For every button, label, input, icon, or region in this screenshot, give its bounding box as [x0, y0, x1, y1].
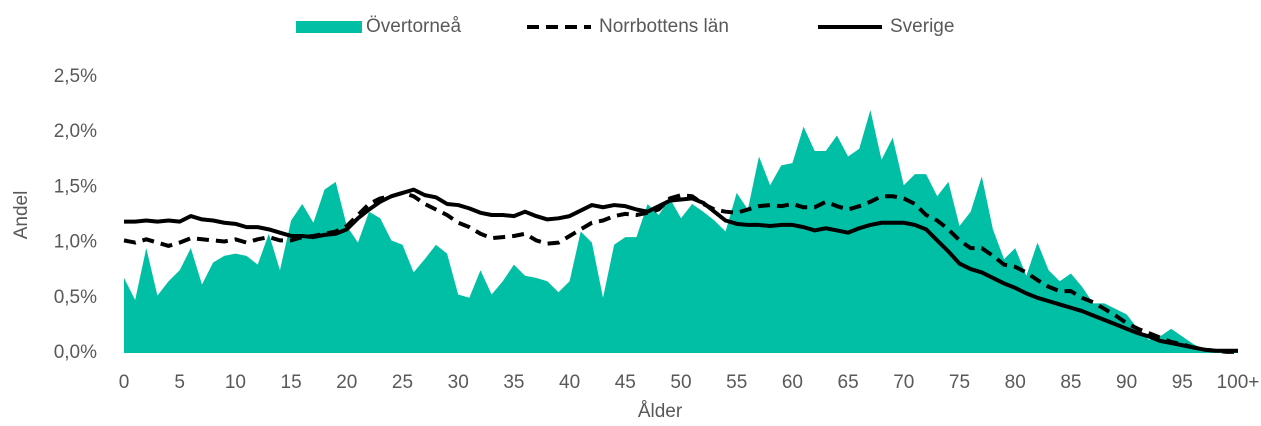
x-tick-label: 80	[1005, 372, 1026, 393]
legend-label: Sverige	[890, 16, 954, 37]
x-tick-label: 30	[448, 372, 469, 393]
x-axis-label: Ålder	[638, 401, 683, 422]
y-tick-label: 0,0%	[54, 342, 97, 363]
y-axis-label: Andel	[11, 191, 32, 240]
x-tick-label: 85	[1060, 372, 1081, 393]
x-tick-label: 95	[1172, 372, 1193, 393]
legend-swatch	[296, 21, 362, 33]
x-tick-label: 100+	[1217, 372, 1260, 393]
x-tick-label: 20	[336, 372, 357, 393]
x-tick-label: 10	[225, 372, 246, 393]
x-tick-label: 40	[559, 372, 580, 393]
x-tick-label: 75	[949, 372, 970, 393]
line	[124, 187, 1238, 353]
x-tick-label: 35	[503, 372, 524, 393]
legend-label: Norrbottens län	[599, 16, 729, 37]
y-tick-label: 2,5%	[54, 66, 97, 87]
x-tick-label: 65	[838, 372, 859, 393]
x-tick-label: 25	[392, 372, 413, 393]
y-tick-label: 0,5%	[54, 287, 97, 308]
x-tick-label: 45	[615, 372, 636, 393]
legend-label: Övertorneå	[366, 16, 461, 37]
x-tick-label: 50	[670, 372, 691, 393]
x-tick-label: 70	[893, 372, 914, 393]
y-tick-label: 2,0%	[54, 121, 97, 142]
area	[124, 110, 1238, 354]
x-tick-label: 0	[119, 372, 130, 393]
x-tick-label: 55	[726, 372, 747, 393]
x-tick-label: 90	[1116, 372, 1137, 393]
y-tick-label: 1,0%	[54, 232, 97, 253]
x-tick-label: 5	[174, 372, 185, 393]
x-tick-label: 60	[782, 372, 803, 393]
x-tick-label: 15	[281, 372, 302, 393]
y-tick-label: 1,5%	[54, 176, 97, 197]
